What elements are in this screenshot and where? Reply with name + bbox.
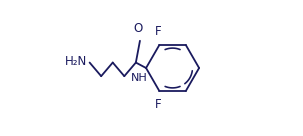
Text: O: O bbox=[133, 22, 142, 35]
Text: F: F bbox=[155, 25, 161, 38]
Text: H₂N: H₂N bbox=[65, 55, 88, 68]
Text: NH: NH bbox=[131, 73, 148, 84]
Text: F: F bbox=[155, 98, 161, 111]
